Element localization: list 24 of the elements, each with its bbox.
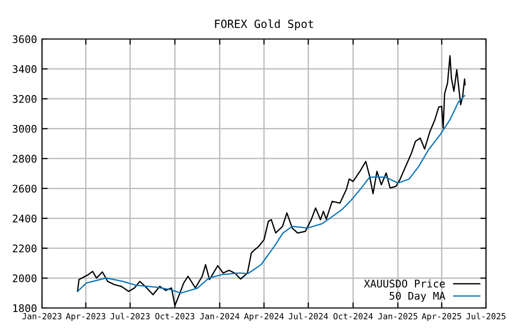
y-tick-label: 2800 [12,154,36,163]
x-tick-label: Apr-2023 [66,313,106,321]
x-tick-label: Oct-2023 [155,313,194,320]
y-tick-label: 2000 [12,274,36,282]
x-tick-label: Apr-2024 [244,313,284,321]
x-tick-label: Apr-2025 [422,313,462,321]
x-tick-label: Jul-2025 [466,312,506,320]
y-tick-label: 1800 [13,304,36,312]
x-tick-label: Jan-2024 [200,313,240,320]
x-tick-label: Jan-2025 [378,313,418,320]
x-tick-label: Jul-2024 [288,312,328,320]
y-tick-label: 3400 [12,65,36,74]
y-tick-label: 2600 [12,184,36,193]
x-tick-label: Jan-2023 [22,313,62,320]
y-tick-label: 3000 [12,124,36,133]
y-tick-label: 3600 [12,35,36,44]
x-tick-label: Jul-2023 [110,312,150,320]
y-tick-label: 2400 [12,214,36,222]
chart-title: FOREX Gold Spot [215,19,314,30]
x-tick-label: Oct-2024 [334,313,373,320]
y-tick-label: 2200 [12,244,36,252]
legend-label: 50 Day MA [390,292,446,302]
legend-label: XAUUSDO Price [364,279,445,288]
y-tick-label: 3200 [12,95,36,103]
